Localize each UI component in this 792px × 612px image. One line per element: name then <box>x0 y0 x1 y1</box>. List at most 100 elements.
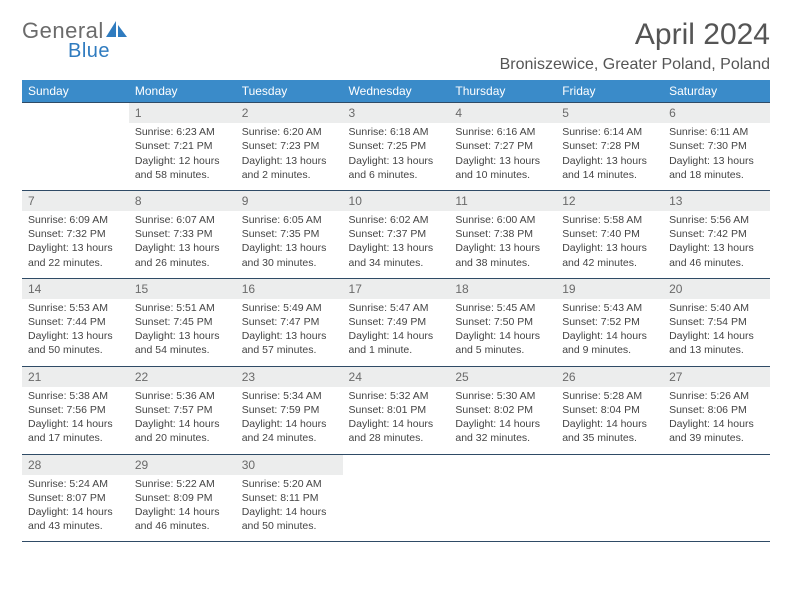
detail-row: Sunrise: 5:38 AMSunset: 7:56 PMDaylight:… <box>22 387 770 454</box>
daylight-text: Daylight: 14 hours and 9 minutes. <box>562 329 657 357</box>
col-saturday: Saturday <box>663 80 770 103</box>
daynum-row: 21222324252627 <box>22 366 770 387</box>
detail-row: Sunrise: 6:23 AMSunset: 7:21 PMDaylight:… <box>22 123 770 190</box>
col-friday: Friday <box>556 80 663 103</box>
sunrise-text: Sunrise: 5:43 AM <box>562 301 657 315</box>
sunrise-text: Sunrise: 6:18 AM <box>349 125 444 139</box>
day-number: 27 <box>663 366 770 387</box>
day-details: Sunrise: 6:18 AMSunset: 7:25 PMDaylight:… <box>343 123 450 190</box>
daylight-text: Daylight: 13 hours and 54 minutes. <box>135 329 230 357</box>
day-details: Sunrise: 6:16 AMSunset: 7:27 PMDaylight:… <box>449 123 556 190</box>
sunrise-text: Sunrise: 5:45 AM <box>455 301 550 315</box>
daylight-text: Daylight: 14 hours and 20 minutes. <box>135 417 230 445</box>
day-number: 28 <box>22 454 129 475</box>
sunrise-text: Sunrise: 6:02 AM <box>349 213 444 227</box>
day-number: 7 <box>22 190 129 211</box>
day-details: Sunrise: 5:43 AMSunset: 7:52 PMDaylight:… <box>556 299 663 366</box>
day-details: Sunrise: 6:07 AMSunset: 7:33 PMDaylight:… <box>129 211 236 278</box>
daynum-row: 14151617181920 <box>22 278 770 299</box>
daylight-text: Daylight: 14 hours and 24 minutes. <box>242 417 337 445</box>
sunset-text: Sunset: 7:49 PM <box>349 315 444 329</box>
day-number: 10 <box>343 190 450 211</box>
sunset-text: Sunset: 7:54 PM <box>669 315 764 329</box>
sunrise-text: Sunrise: 5:26 AM <box>669 389 764 403</box>
day-number: 12 <box>556 190 663 211</box>
sunrise-text: Sunrise: 5:53 AM <box>28 301 123 315</box>
day-details: Sunrise: 5:38 AMSunset: 7:56 PMDaylight:… <box>22 387 129 454</box>
logo: General Blue <box>22 18 128 44</box>
day-number: 4 <box>449 103 556 124</box>
day-details: Sunrise: 6:05 AMSunset: 7:35 PMDaylight:… <box>236 211 343 278</box>
day-details: Sunrise: 5:22 AMSunset: 8:09 PMDaylight:… <box>129 475 236 542</box>
day-details: Sunrise: 5:51 AMSunset: 7:45 PMDaylight:… <box>129 299 236 366</box>
day-details: Sunrise: 5:47 AMSunset: 7:49 PMDaylight:… <box>343 299 450 366</box>
page-title: April 2024 <box>500 18 770 52</box>
daylight-text: Daylight: 13 hours and 42 minutes. <box>562 241 657 269</box>
daylight-text: Daylight: 13 hours and 10 minutes. <box>455 154 550 182</box>
day-details <box>343 475 450 542</box>
sunrise-text: Sunrise: 6:00 AM <box>455 213 550 227</box>
logo-text-blue: Blue <box>68 40 110 63</box>
sunset-text: Sunset: 7:38 PM <box>455 227 550 241</box>
sunset-text: Sunset: 7:56 PM <box>28 403 123 417</box>
day-number: 30 <box>236 454 343 475</box>
detail-row: Sunrise: 5:24 AMSunset: 8:07 PMDaylight:… <box>22 475 770 542</box>
day-details: Sunrise: 6:23 AMSunset: 7:21 PMDaylight:… <box>129 123 236 190</box>
day-number: 24 <box>343 366 450 387</box>
sunrise-text: Sunrise: 5:36 AM <box>135 389 230 403</box>
calendar-table: Sunday Monday Tuesday Wednesday Thursday… <box>22 80 770 542</box>
sunset-text: Sunset: 7:52 PM <box>562 315 657 329</box>
daylight-text: Daylight: 13 hours and 34 minutes. <box>349 241 444 269</box>
sunrise-text: Sunrise: 5:58 AM <box>562 213 657 227</box>
sunrise-text: Sunrise: 6:05 AM <box>242 213 337 227</box>
sunset-text: Sunset: 7:45 PM <box>135 315 230 329</box>
daylight-text: Daylight: 14 hours and 43 minutes. <box>28 505 123 533</box>
sunset-text: Sunset: 7:33 PM <box>135 227 230 241</box>
sunset-text: Sunset: 7:59 PM <box>242 403 337 417</box>
sunrise-text: Sunrise: 6:16 AM <box>455 125 550 139</box>
daynum-row: 282930 <box>22 454 770 475</box>
day-details: Sunrise: 5:56 AMSunset: 7:42 PMDaylight:… <box>663 211 770 278</box>
daylight-text: Daylight: 14 hours and 5 minutes. <box>455 329 550 357</box>
daylight-text: Daylight: 12 hours and 58 minutes. <box>135 154 230 182</box>
day-details: Sunrise: 5:20 AMSunset: 8:11 PMDaylight:… <box>236 475 343 542</box>
day-details: Sunrise: 6:14 AMSunset: 7:28 PMDaylight:… <box>556 123 663 190</box>
day-details: Sunrise: 5:49 AMSunset: 7:47 PMDaylight:… <box>236 299 343 366</box>
daylight-text: Daylight: 13 hours and 38 minutes. <box>455 241 550 269</box>
sunrise-text: Sunrise: 5:38 AM <box>28 389 123 403</box>
daylight-text: Daylight: 13 hours and 14 minutes. <box>562 154 657 182</box>
col-thursday: Thursday <box>449 80 556 103</box>
sunrise-text: Sunrise: 5:20 AM <box>242 477 337 491</box>
sunset-text: Sunset: 7:44 PM <box>28 315 123 329</box>
day-number: 13 <box>663 190 770 211</box>
day-number: 26 <box>556 366 663 387</box>
day-details: Sunrise: 6:00 AMSunset: 7:38 PMDaylight:… <box>449 211 556 278</box>
day-number: 11 <box>449 190 556 211</box>
location-text: Broniszewice, Greater Poland, Poland <box>500 56 770 74</box>
sunrise-text: Sunrise: 6:20 AM <box>242 125 337 139</box>
sunset-text: Sunset: 8:09 PM <box>135 491 230 505</box>
day-number: 1 <box>129 103 236 124</box>
day-number: 5 <box>556 103 663 124</box>
day-number: 8 <box>129 190 236 211</box>
sunset-text: Sunset: 8:01 PM <box>349 403 444 417</box>
daylight-text: Daylight: 13 hours and 2 minutes. <box>242 154 337 182</box>
sunrise-text: Sunrise: 5:22 AM <box>135 477 230 491</box>
day-number: 23 <box>236 366 343 387</box>
day-number <box>556 454 663 475</box>
col-wednesday: Wednesday <box>343 80 450 103</box>
day-number: 6 <box>663 103 770 124</box>
day-details <box>556 475 663 542</box>
sunrise-text: Sunrise: 5:28 AM <box>562 389 657 403</box>
day-details: Sunrise: 5:28 AMSunset: 8:04 PMDaylight:… <box>556 387 663 454</box>
col-sunday: Sunday <box>22 80 129 103</box>
sunrise-text: Sunrise: 6:23 AM <box>135 125 230 139</box>
day-details: Sunrise: 5:34 AMSunset: 7:59 PMDaylight:… <box>236 387 343 454</box>
sunset-text: Sunset: 8:02 PM <box>455 403 550 417</box>
day-number: 20 <box>663 278 770 299</box>
day-details: Sunrise: 5:24 AMSunset: 8:07 PMDaylight:… <box>22 475 129 542</box>
daylight-text: Daylight: 14 hours and 17 minutes. <box>28 417 123 445</box>
daylight-text: Daylight: 13 hours and 50 minutes. <box>28 329 123 357</box>
header: General Blue April 2024 Broniszewice, Gr… <box>22 18 770 74</box>
sunrise-text: Sunrise: 5:30 AM <box>455 389 550 403</box>
